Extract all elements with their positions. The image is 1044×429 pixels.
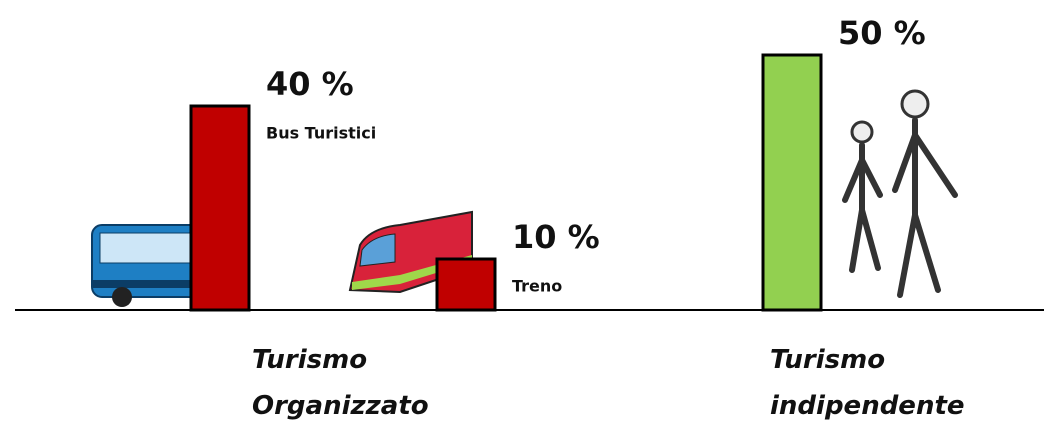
value-label: 50 % — [838, 14, 926, 52]
value-label: 40 % — [266, 65, 354, 103]
group-label: Turismo indipendente — [770, 337, 1010, 429]
bar — [437, 259, 495, 310]
bar — [763, 55, 821, 310]
bar — [191, 106, 249, 310]
value-label: 10 % — [512, 218, 600, 256]
category-label: Treno — [512, 277, 562, 296]
group-label: Turismo Organizzato — [252, 337, 492, 429]
hikers-illustration — [845, 91, 955, 295]
category-label: Bus Turistici — [266, 124, 376, 143]
